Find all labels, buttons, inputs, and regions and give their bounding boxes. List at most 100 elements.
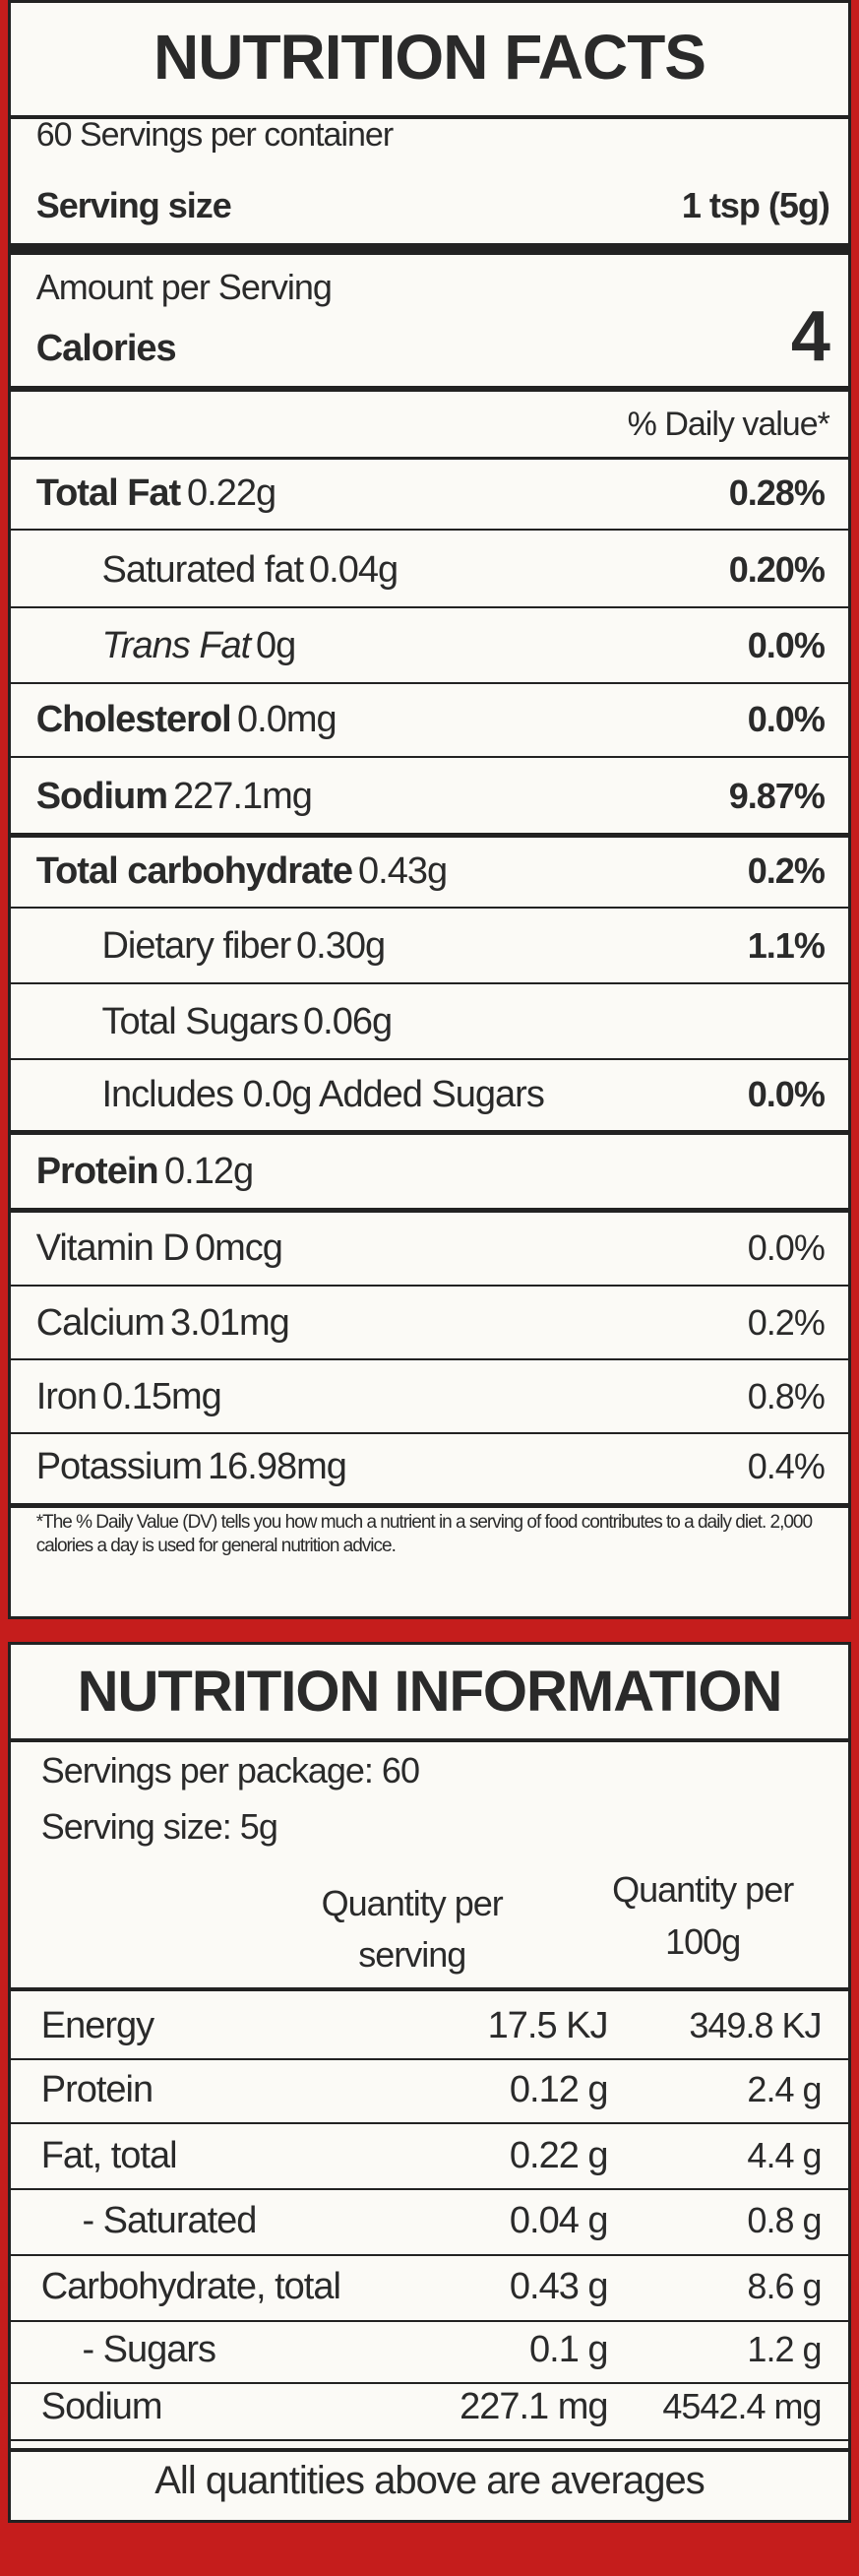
per-serving: 0.12 g <box>509 2068 609 2110</box>
calories-value: 4 <box>790 297 830 377</box>
nutrient-name: Protein <box>35 1150 159 1192</box>
rule <box>8 2188 851 2191</box>
row-name: Protein <box>40 2068 153 2110</box>
daily-value: 9.87% <box>728 776 826 817</box>
daily-value: 0.8% <box>747 1375 826 1416</box>
column-header: Quantity per 100g <box>612 1869 794 1962</box>
per-serving: 0.22 g <box>509 2134 609 2176</box>
per-serving: 0.43 g <box>509 2266 609 2308</box>
rule <box>8 605 851 608</box>
per-100g: 4.4 g <box>747 2134 822 2175</box>
nutrient-name: Saturated fat <box>101 549 304 592</box>
rule <box>8 2058 851 2061</box>
row-name: Energy <box>40 2004 154 2046</box>
amount-per-serving: Amount per Serving <box>35 267 333 308</box>
title: NUTRITION INFORMATION <box>77 1660 783 1725</box>
rule <box>8 2382 851 2385</box>
rule <box>8 1285 851 1288</box>
rule <box>8 1987 851 1992</box>
nutrient-name: Iron <box>35 1375 97 1417</box>
rule <box>8 982 851 985</box>
nutrient-amount: 0.15mg <box>102 1375 222 1417</box>
daily-value: 0.0% <box>747 624 826 665</box>
serving-size-value: 1 tsp (5g) <box>681 184 830 225</box>
nutrient-name: Sodium <box>35 776 168 818</box>
serving-size-label: Serving size <box>35 184 232 225</box>
rule <box>8 114 851 119</box>
rule <box>8 1057 851 1060</box>
rule <box>8 833 851 839</box>
daily-value: 0.0% <box>747 699 826 740</box>
row-name: Carbohydrate, total <box>40 2266 341 2308</box>
nutrient-amount: 0.06g <box>303 1001 393 1043</box>
nutrient-amount: 0.12g <box>164 1150 254 1192</box>
per-100g: 4542.4 mg <box>662 2386 822 2427</box>
rule <box>8 681 851 684</box>
per-100g: 349.8 KJ <box>689 2004 822 2045</box>
rule <box>8 1432 851 1435</box>
per-100g: 8.6 g <box>747 2266 822 2307</box>
calories-label: Calories <box>35 327 177 369</box>
servings: Servings per package: 60 <box>40 1750 420 1791</box>
nutrient-amount: 16.98mg <box>208 1446 347 1488</box>
rule <box>8 456 851 460</box>
daily-value: 0.28% <box>728 471 826 513</box>
per-serving: 0.04 g <box>509 2200 609 2242</box>
nutrient-amount: 0.0mg <box>237 699 337 741</box>
nutrient-name: Total Sugars <box>101 1001 298 1043</box>
servings: 60 Servings per container <box>35 115 394 154</box>
rule <box>8 2253 851 2256</box>
rule <box>8 1207 851 1213</box>
nutrient-amount: 0mcg <box>195 1227 283 1270</box>
nutrient-amount: 0g <box>256 624 296 666</box>
per-100g: 0.8 g <box>747 2200 822 2241</box>
nutrient-name: Cholesterol <box>35 699 232 741</box>
rule <box>8 243 851 255</box>
row-name: Sodium <box>40 2386 163 2428</box>
rule <box>8 1130 851 1136</box>
rule <box>8 2319 851 2322</box>
nutrient-name: Potassium <box>35 1446 203 1488</box>
title: NUTRITION FACTS <box>153 22 706 94</box>
nutrient-amount: 0.30g <box>296 925 386 968</box>
nutrient-name: Dietary fiber <box>101 925 291 968</box>
daily-value: 0.4% <box>747 1446 826 1487</box>
daily-value: 1.1% <box>747 925 826 967</box>
row-name: Fat, total <box>40 2134 178 2176</box>
row-name: - Saturated <box>82 2200 257 2242</box>
daily-value: 0.20% <box>728 549 826 591</box>
nutrient-name: Total carbohydrate <box>35 849 353 892</box>
footnote: *The % Daily Value (DV) tells you how mu… <box>35 1512 813 1557</box>
nutrient-name: Calcium <box>35 1301 165 1344</box>
nutrition-information-panel <box>8 1642 851 2523</box>
nutrient-amount: 3.01mg <box>170 1301 290 1344</box>
per-serving: 227.1 mg <box>460 2386 608 2428</box>
row-name: - Sugars <box>82 2328 216 2370</box>
serving-size: Serving size: 5g <box>40 1805 278 1847</box>
per-100g: 2.4 g <box>747 2068 822 2109</box>
rule <box>8 2439 851 2442</box>
nutrient-amount: 227.1mg <box>173 776 313 818</box>
nutrient-amount: 0.04g <box>309 549 399 592</box>
per-serving: 17.5 KJ <box>487 2004 609 2046</box>
rule <box>8 907 851 910</box>
daily-value: 0.2% <box>747 849 826 891</box>
rule <box>8 529 851 532</box>
footer: All quantities above are averages <box>154 2459 705 2503</box>
nutrient-amount: 0.43g <box>358 849 448 892</box>
column-header: Quantity per serving <box>321 1882 504 1975</box>
nutrient-name: Trans Fat <box>101 624 251 666</box>
nutrient-amount: 0.22g <box>187 471 276 514</box>
rule <box>8 1737 851 1742</box>
rule <box>8 1503 851 1509</box>
dv-header: % Daily value* <box>627 405 830 443</box>
nutrient-name: Total Fat <box>35 471 182 514</box>
daily-value: 0.2% <box>747 1301 826 1343</box>
nutrition-facts-panel <box>8 0 851 1619</box>
rule <box>8 2122 851 2125</box>
rule <box>8 1358 851 1361</box>
per-100g: 1.2 g <box>747 2328 822 2369</box>
rule <box>8 386 851 393</box>
rule <box>8 755 851 758</box>
